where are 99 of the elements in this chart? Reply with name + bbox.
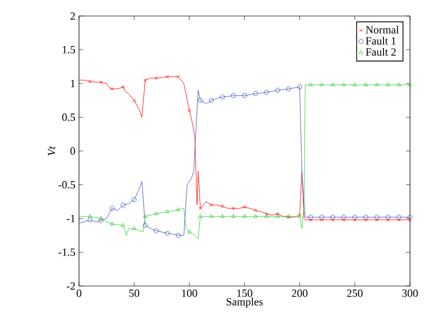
point: [176, 207, 180, 212]
point: [110, 206, 115, 211]
point: [99, 80, 103, 84]
point: [187, 230, 192, 234]
point: [232, 206, 236, 210]
point: [142, 222, 148, 228]
point: [242, 93, 247, 98]
point: [286, 86, 292, 92]
point: [297, 84, 302, 90]
point: [132, 98, 136, 102]
point: [143, 214, 148, 218]
x-tick-label: 100: [182, 290, 198, 297]
point: [154, 211, 158, 216]
y-tick-label: -1.5: [58, 248, 76, 256]
x-tick-label: 250: [347, 290, 363, 297]
point: [341, 214, 346, 220]
y-tick-label: -0.5: [58, 181, 76, 188]
point: [210, 203, 214, 207]
point: [386, 218, 390, 222]
point: [352, 214, 358, 220]
y-tick-label: 1: [70, 80, 75, 88]
y-tick-label: 2: [70, 12, 75, 20]
x-tick-label: 50: [129, 290, 140, 297]
point: [164, 230, 170, 236]
point: [198, 98, 203, 103]
point: [220, 94, 225, 100]
point: [253, 91, 258, 96]
point: [320, 82, 324, 86]
point: [98, 218, 104, 223]
point: [264, 212, 268, 216]
point: [154, 76, 158, 80]
point: [231, 93, 236, 98]
point: [319, 214, 324, 220]
y-tick-label: -1: [66, 214, 75, 222]
point: [220, 204, 224, 208]
point: [308, 218, 313, 222]
point: [275, 214, 280, 218]
point: [342, 82, 346, 86]
point: [386, 82, 390, 86]
x-tick-label: 200: [292, 290, 308, 297]
point: [88, 214, 92, 218]
point: [88, 80, 92, 84]
point: [396, 82, 402, 86]
point: [308, 82, 313, 86]
point: [397, 218, 401, 222]
point: [374, 82, 380, 86]
y-axis-title: Vt: [48, 146, 56, 156]
point: [375, 218, 379, 222]
point: [198, 214, 203, 218]
point: [110, 221, 114, 226]
point: [154, 228, 159, 234]
point: [364, 82, 368, 86]
point: [88, 217, 92, 222]
point: [120, 202, 126, 208]
y-tick-label: 1.5: [62, 46, 76, 54]
point: [254, 208, 258, 212]
point: [176, 74, 180, 79]
point: [242, 214, 247, 218]
x-tick-label: 300: [402, 290, 418, 297]
legend-label: Normal: [366, 26, 399, 34]
point: [132, 197, 137, 202]
point: [374, 214, 380, 220]
point: [330, 218, 335, 222]
point: [198, 206, 202, 210]
point: [363, 214, 368, 220]
point: [396, 214, 402, 220]
point: [209, 214, 214, 218]
point: [121, 85, 125, 89]
point: [188, 108, 192, 112]
x-tick-label: 0: [76, 290, 82, 297]
point: [253, 214, 258, 218]
legend-label: Fault 1: [366, 36, 396, 45]
point: [120, 222, 126, 227]
point: [264, 90, 270, 95]
point: [330, 214, 336, 220]
point: [352, 82, 357, 86]
point: [132, 226, 136, 230]
point: [320, 218, 324, 222]
point: [330, 82, 335, 86]
point: [176, 232, 181, 238]
y-tick-label: 0.5: [62, 114, 76, 121]
y-tick-label: -2: [66, 282, 75, 290]
point: [264, 214, 269, 218]
point: [342, 218, 346, 222]
x-axis-title: Samples: [226, 298, 263, 308]
point: [385, 214, 390, 220]
point: [276, 212, 280, 216]
point: [143, 78, 147, 82]
point: [98, 216, 104, 220]
legend-label: Fault 2: [366, 48, 396, 56]
point: [110, 87, 114, 91]
x-tick-label: 150: [237, 290, 252, 297]
point: [208, 98, 214, 103]
point: [308, 214, 314, 220]
point: [231, 214, 236, 218]
point: [275, 88, 280, 93]
y-tick-label: 0: [70, 147, 76, 155]
point: [165, 209, 170, 214]
point: [220, 214, 225, 218]
